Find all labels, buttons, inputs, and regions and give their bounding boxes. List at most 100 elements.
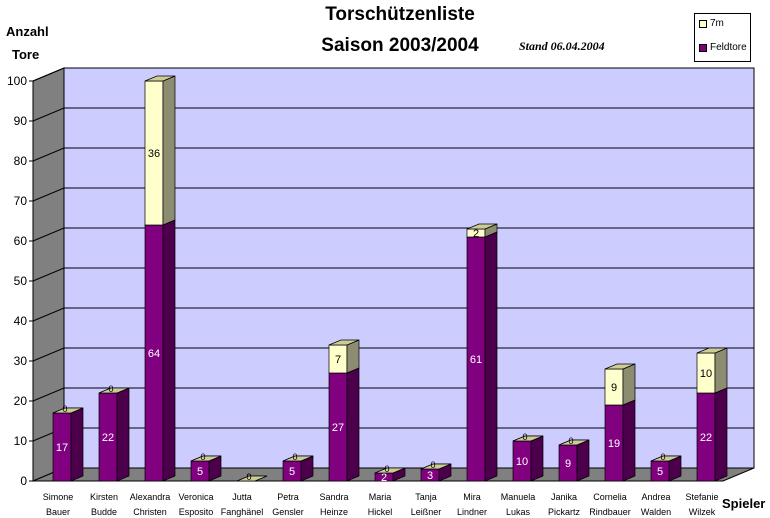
data-label-feldtore-1: 22 — [102, 432, 114, 444]
x-tick-label-4-line2: Fanghänel — [221, 507, 264, 517]
x-tick-label-9-line1: Mira — [463, 492, 481, 502]
bar-top-7m-14 — [696, 347, 728, 354]
gridline — [32, 187, 754, 202]
bar-side-feldtore-10 — [530, 435, 544, 482]
y-tick-label: 10 — [14, 434, 28, 448]
bar-top-7m-6 — [328, 339, 360, 346]
bar-top-7m-11 — [558, 439, 590, 446]
data-label-7m-8: 0 — [430, 460, 435, 470]
x-tick-label-13-line1: Andrea — [641, 492, 670, 502]
bar-side-feldtore-14 — [714, 387, 728, 482]
data-label-feldtore-6: 27 — [332, 422, 344, 434]
gridline — [32, 107, 754, 122]
y-tick-label: 50 — [14, 274, 28, 288]
x-axis-label: Spieler — [722, 496, 766, 511]
gridline — [32, 267, 754, 282]
x-tick-label-2-line1: Alexandra — [130, 492, 171, 502]
bar-side-7m-12 — [622, 363, 636, 406]
x-tick-label-11-line1: Janika — [551, 492, 577, 502]
x-tick-label-5-line1: Petra — [277, 492, 299, 502]
x-tick-label-7-line1: Maria — [369, 492, 392, 502]
data-label-feldtore-12: 19 — [608, 438, 620, 450]
x-tick-label-11-line2: Pickartz — [548, 507, 581, 517]
data-label-feldtore-7: 2 — [381, 472, 387, 484]
data-label-7m-2: 36 — [148, 148, 160, 160]
x-tick-label-3-line2: Esposito — [179, 507, 214, 517]
gridline — [32, 347, 754, 362]
x-tick-label-12-line2: Rindbauer — [589, 507, 631, 517]
x-tick-label-1-line1: Kirsten — [90, 492, 118, 502]
legend-item-7m: 7m — [699, 18, 724, 29]
x-tick-label-6-line2: Heinze — [320, 507, 348, 517]
bar-side-feldtore-6 — [346, 367, 360, 482]
y-tick-label: 30 — [14, 354, 28, 368]
gridline — [32, 307, 754, 322]
bar-side-7m-6 — [346, 339, 360, 374]
x-tick-label-13-line2: Walden — [641, 507, 671, 517]
y-tick-label: 90 — [14, 114, 28, 128]
x-tick-label-14-line2: Wilzek — [689, 507, 716, 517]
y-tick-label: 20 — [14, 394, 28, 408]
chart-subtitle: Saison 2003/2004 — [321, 35, 479, 56]
data-label-7m-13: 0 — [660, 452, 665, 462]
data-label-feldtore-2: 64 — [148, 348, 160, 360]
x-tick-label-0-line1: Simone — [43, 492, 74, 502]
x-tick-label-5-line2: Gensler — [272, 507, 304, 517]
x-tick-label-8-line2: Leißner — [411, 507, 442, 517]
bar-top-7m-1 — [98, 387, 130, 394]
data-label-7m-12: 9 — [611, 382, 617, 394]
legend-item-feldtore: Feldtore — [699, 42, 747, 53]
x-tick-label-4-line1: Jutta — [232, 492, 252, 502]
legend-label-feldtore: Feldtore — [710, 42, 747, 53]
y-tick-label: 40 — [14, 314, 28, 328]
gridline — [32, 387, 754, 402]
bar-top-7m-10 — [512, 435, 544, 442]
x-tick-label-10-line2: Lukas — [506, 507, 531, 517]
bar-side-feldtore-11 — [576, 439, 590, 482]
legend-label-7m: 7m — [710, 18, 724, 29]
legend: 7m Feldtore — [694, 13, 751, 62]
bar-side-feldtore-2 — [162, 219, 176, 482]
bar-side-feldtore-1 — [116, 387, 130, 482]
bar-top-7m-0 — [52, 407, 84, 414]
bar-side-7m-14 — [714, 347, 728, 394]
data-label-7m-10: 0 — [522, 432, 527, 442]
x-tick-label-8-line1: Tanja — [415, 492, 437, 502]
data-label-feldtore-10: 10 — [516, 456, 528, 468]
x-tick-label-12-line1: Cornelia — [593, 492, 627, 502]
legend-swatch-7m — [699, 19, 707, 28]
bar-side-7m-2 — [162, 75, 176, 226]
bar-top-7m-9 — [466, 223, 498, 230]
data-label-7m-1: 0 — [108, 384, 113, 394]
x-tick-label-9-line2: Lindner — [457, 507, 487, 517]
x-tick-label-10-line1: Manuela — [501, 492, 536, 502]
x-tick-label-6-line1: Sandra — [319, 492, 348, 502]
data-label-7m-5: 0 — [292, 452, 297, 462]
x-tick-label-0-line2: Bauer — [46, 507, 70, 517]
data-label-feldtore-14: 22 — [700, 432, 712, 444]
bar-side-feldtore-0 — [70, 407, 84, 482]
bar-side-feldtore-9 — [484, 231, 498, 482]
data-label-7m-3: 0 — [200, 452, 205, 462]
y-tick-label: 0 — [20, 474, 27, 488]
data-label-feldtore-8: 3 — [427, 470, 433, 482]
data-label-feldtore-3: 5 — [197, 466, 203, 478]
bar-side-feldtore-12 — [622, 399, 636, 482]
gridline — [32, 227, 754, 242]
data-label-feldtore-5: 5 — [289, 466, 295, 478]
x-tick-label-3-line1: Veronica — [178, 492, 213, 502]
data-label-feldtore-13: 5 — [657, 466, 663, 478]
bar-top-7m-12 — [604, 363, 636, 370]
bar-top-7m-13 — [650, 455, 682, 462]
bar-top-7m-4 — [236, 475, 268, 482]
bar-top-7m-3 — [190, 455, 222, 462]
data-label-feldtore-0: 17 — [56, 442, 68, 454]
y-tick-label: 100 — [7, 74, 27, 88]
legend-swatch-feldtore — [699, 43, 707, 52]
bar-top-7m-8 — [420, 463, 452, 470]
y-tick-label: 80 — [14, 154, 28, 168]
data-label-feldtore-11: 9 — [565, 458, 571, 470]
data-label-7m-11: 0 — [568, 436, 573, 446]
